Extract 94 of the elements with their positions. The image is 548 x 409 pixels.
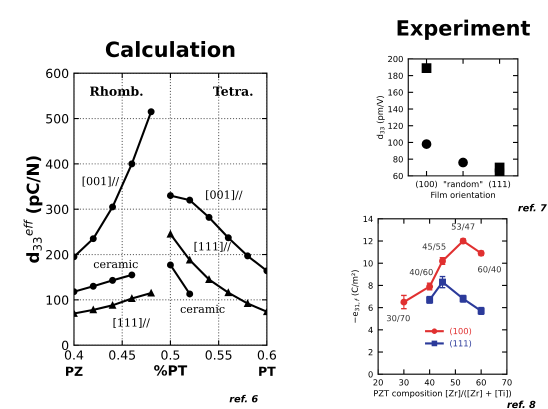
x-tick-label: 40 <box>424 379 434 386</box>
y-tick-label: 160 <box>388 89 403 96</box>
x-tick-label: 0.5 <box>161 350 180 360</box>
y-axis-title: d$_{33}$ (pm/V) <box>376 96 385 140</box>
y-tick-label: 100 <box>46 295 68 305</box>
point <box>422 139 432 149</box>
y-tick-label: 6 <box>368 304 373 311</box>
point <box>109 276 116 284</box>
point <box>128 271 136 278</box>
x-tick-label: 0.55 <box>206 350 232 360</box>
annotation: 45/55 <box>422 243 446 250</box>
annotation: [001]// <box>206 190 243 200</box>
point <box>90 282 97 290</box>
point <box>186 196 194 204</box>
point <box>458 158 468 168</box>
point <box>224 234 232 242</box>
point <box>166 192 174 200</box>
point <box>109 203 116 210</box>
annotation: 60/40 <box>478 266 501 274</box>
point <box>206 276 212 283</box>
x-tick-label: 20 <box>373 379 383 386</box>
y-tick-label: 0 <box>368 371 373 378</box>
annotation: 53/47 <box>452 223 474 230</box>
y-tick-label: 80 <box>393 156 403 162</box>
y-tick-label: 120 <box>388 122 403 130</box>
y-tick-label: 100 <box>388 139 403 146</box>
y-tick-label: 12 <box>364 238 372 244</box>
y-tick-label: 500 <box>46 114 68 124</box>
point <box>244 252 252 260</box>
point <box>90 306 97 314</box>
text: PT <box>259 366 276 376</box>
y-tick-label: 0 <box>62 340 68 350</box>
y-tick-label: 300 <box>46 204 68 214</box>
point <box>494 168 504 176</box>
x-tick-label: 70 <box>502 379 512 386</box>
x-tick-label: (111) <box>489 180 510 188</box>
point <box>90 235 97 242</box>
y-tick-label: 600 <box>46 68 68 78</box>
y-axis-title: d$_{33}$$^{eff}$ (pC/N) <box>24 156 42 263</box>
point <box>148 290 155 297</box>
annotation: ceramic <box>94 260 138 268</box>
x-tick-label: "random" <box>444 180 482 188</box>
y-tick-label: 140 <box>388 106 403 112</box>
x-axis-title: Film orientation <box>431 192 495 198</box>
point <box>148 108 155 116</box>
y-tick-label: 14 <box>364 216 373 222</box>
annotation: ceramic <box>180 304 225 314</box>
point <box>166 261 174 268</box>
point <box>422 63 432 73</box>
x-axis-title: %PT <box>154 365 188 376</box>
point <box>244 300 252 307</box>
x-tick-label: 30 <box>399 379 409 386</box>
annotation: [111]// <box>114 318 150 328</box>
y-tick-label: 180 <box>388 72 403 79</box>
y-tick-label: 200 <box>46 250 68 260</box>
text: ref. 8 <box>507 400 536 408</box>
text: ref. 6 <box>230 394 258 402</box>
point <box>109 302 116 309</box>
point <box>128 295 136 302</box>
y-tick-label: 200 <box>388 56 403 62</box>
x-tick-label: 0.45 <box>109 350 136 360</box>
point <box>166 230 174 238</box>
text: ref. 7 <box>518 204 547 212</box>
annotation: 40/60 <box>410 268 433 276</box>
x-tick-label: 0.6 <box>258 350 276 360</box>
point <box>128 160 136 168</box>
chart-title: Calculation <box>106 41 234 58</box>
y-tick-label: 2 <box>368 349 372 356</box>
annotation: Tetra. <box>213 86 252 96</box>
y-tick-label: 400 <box>46 159 68 169</box>
y-axis-title: −e$_{31,f}$ (C/m²) <box>351 270 360 323</box>
y-tick-label: 10 <box>364 260 373 267</box>
point <box>206 214 212 221</box>
point <box>439 278 446 286</box>
x-axis-title: PZT composition [Zr]/([Zr] + [Ti]) <box>374 390 512 398</box>
point <box>224 289 232 296</box>
point <box>186 290 194 298</box>
y-tick-label: 4 <box>368 326 373 333</box>
point <box>400 298 408 306</box>
legend-label: (111) <box>450 340 472 348</box>
x-tick-label: 50 <box>450 379 460 386</box>
x-tick-label: 60 <box>476 379 486 386</box>
point <box>186 256 194 264</box>
legend-label: (100) <box>450 328 472 336</box>
y-tick-label: 60 <box>393 172 403 180</box>
annotation: [111]// <box>194 242 231 252</box>
y-tick-label: 8 <box>368 282 373 289</box>
annotation: 30/70 <box>386 314 410 322</box>
text: PZ <box>66 366 83 376</box>
annotation: [001]// <box>82 176 120 187</box>
x-tick-label: 0.4 <box>64 350 84 360</box>
annotation: Rhomb. <box>90 86 143 96</box>
x-tick-label: (100) <box>416 180 438 188</box>
chart-title: Experiment <box>398 20 530 40</box>
